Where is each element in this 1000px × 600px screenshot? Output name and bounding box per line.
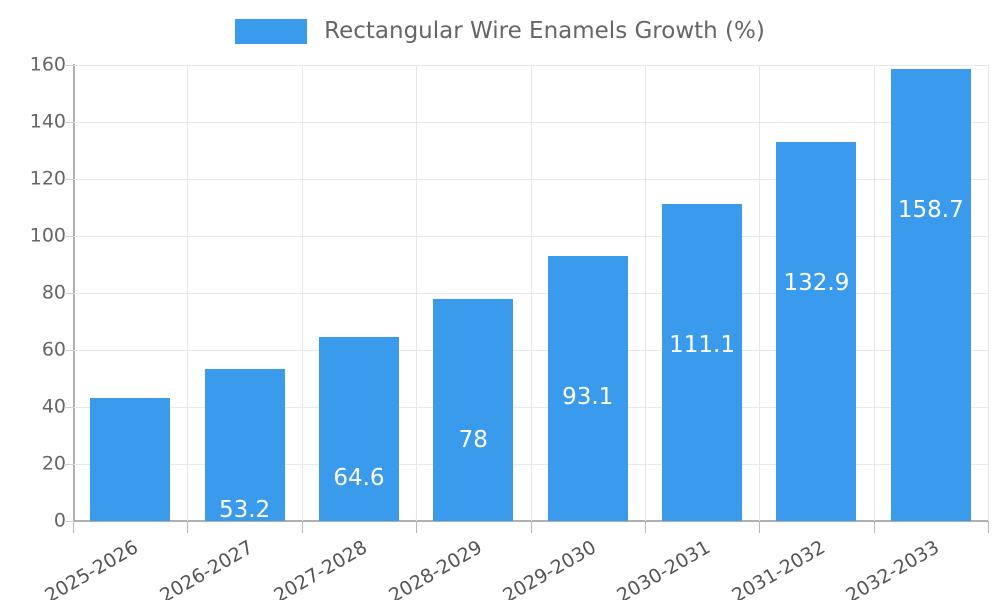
y-axis-tick-mark <box>64 293 74 294</box>
x-axis-tick-mark <box>531 522 532 533</box>
gridline-vertical <box>531 65 532 521</box>
gridline-vertical <box>759 65 760 521</box>
bar-value-label: 158.7 <box>897 196 964 223</box>
y-axis-tick-label: 80 <box>41 281 66 304</box>
legend-label: Rectangular Wire Enamels Growth (%) <box>324 17 765 44</box>
y-axis-tick-mark <box>64 521 74 522</box>
gridline-vertical <box>302 65 303 521</box>
x-axis-line <box>73 520 989 522</box>
gridline-vertical <box>645 65 646 521</box>
y-axis-tick-label: 140 <box>29 110 66 133</box>
bar[interactable] <box>662 204 743 521</box>
gridline-horizontal <box>73 236 988 237</box>
x-axis-tick-mark <box>988 522 989 533</box>
gridline-vertical <box>988 65 989 521</box>
gridline-horizontal <box>73 464 988 465</box>
y-axis-tick-mark <box>64 236 74 237</box>
y-axis-tick-label: 120 <box>29 167 66 190</box>
bar-value-label: 132.9 <box>783 270 850 297</box>
bar[interactable] <box>318 336 399 521</box>
bar-value-label: 111.1 <box>669 332 735 359</box>
y-axis-tick-label: 0 <box>53 509 66 532</box>
y-axis-tick-mark <box>64 122 74 123</box>
bar-value-label: 78 <box>458 426 488 453</box>
bar[interactable] <box>204 369 285 521</box>
gridline-horizontal <box>73 293 988 294</box>
bar-value-label: 43.1 <box>104 526 156 553</box>
bar[interactable] <box>433 298 514 521</box>
bar[interactable] <box>90 398 171 521</box>
gridline-vertical <box>874 65 875 521</box>
x-axis-tick-mark <box>73 522 74 533</box>
x-axis-tick-mark <box>187 522 188 533</box>
y-axis-tick-mark <box>64 407 74 408</box>
bar[interactable] <box>547 255 628 521</box>
bar-value-label: 53.2 <box>218 497 271 524</box>
gridline-vertical <box>187 65 188 521</box>
bar-value-label: 93.1 <box>562 383 614 410</box>
y-axis-tick-mark <box>64 65 74 66</box>
y-axis-tick-label: 40 <box>41 395 66 418</box>
chart-legend: Rectangular Wire Enamels Growth (%) <box>0 14 1000 48</box>
y-axis-tick-label: 100 <box>29 224 66 247</box>
y-axis-tick-labels: 0 20 40 60 80 100 120 140 160 <box>0 0 66 600</box>
x-axis-tick-mark <box>416 522 417 533</box>
y-axis-tick-mark <box>64 464 74 465</box>
y-axis-tick-label: 20 <box>41 452 66 475</box>
gridline-horizontal <box>73 407 988 408</box>
y-axis-tick-mark <box>64 179 74 180</box>
gridline-vertical <box>416 65 417 521</box>
x-axis-tick-mark <box>759 522 760 533</box>
y-axis-tick-label: 160 <box>29 53 66 76</box>
bar-value-label: 64.6 <box>333 464 385 491</box>
y-axis-tick-label: 60 <box>41 338 66 361</box>
gridline-horizontal <box>73 65 988 66</box>
x-axis-tick-mark <box>302 522 303 533</box>
bar[interactable] <box>776 142 857 521</box>
gridline-horizontal <box>73 122 988 123</box>
gridline-horizontal <box>73 350 988 351</box>
gridline-horizontal <box>73 179 988 180</box>
x-axis-tick-mark <box>645 522 646 533</box>
legend-swatch[interactable] <box>235 18 308 44</box>
y-axis-tick-mark <box>64 350 74 351</box>
bar[interactable] <box>890 68 971 521</box>
x-axis-tick-mark <box>874 522 875 533</box>
plot-area: 43.1 53.2 64.6 78 93.1 111.1 132.9 158.7 <box>73 65 989 551</box>
